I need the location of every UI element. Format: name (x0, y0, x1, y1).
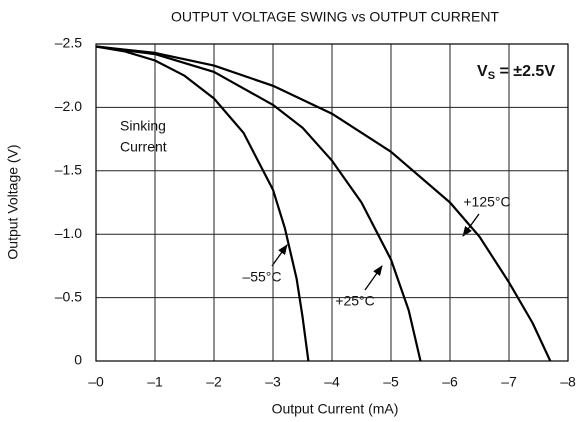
supply-label: VS = ±2.5V (477, 63, 555, 82)
y-tick-label: –2.0 (55, 98, 82, 114)
series-label: –55°C (242, 269, 281, 285)
x-axis-label: Output Current (mA) (272, 401, 399, 417)
x-tick-label: –3 (265, 374, 281, 390)
x-tick-label: –6 (442, 374, 458, 390)
annotation: Sinking (120, 118, 166, 134)
annotation: Current (120, 139, 167, 155)
plot-frame (95, 43, 569, 362)
y-tick-label: –1.0 (55, 225, 82, 241)
y-tick-label: –0.5 (55, 288, 82, 304)
x-tick-label: –1 (147, 374, 163, 390)
chart-title: OUTPUT VOLTAGE SWING vs OUTPUT CURRENT (171, 9, 499, 25)
x-tick-label: –4 (324, 374, 340, 390)
x-tick-label: –5 (383, 374, 399, 390)
y-axis-label: Output Voltage (V) (5, 144, 21, 259)
arrow (364, 265, 383, 291)
y-tick-label: 0 (74, 352, 82, 368)
x-tick-label: –2 (206, 374, 222, 390)
y-tick-label: –2.5 (55, 35, 82, 51)
y-tick-label: –1.5 (55, 162, 82, 178)
line-series (95, 45, 310, 362)
series-label: +25°C (335, 293, 374, 309)
x-tick-label: –7 (501, 374, 517, 390)
x-tick-label: –8 (560, 374, 576, 390)
series-label: +125°C (463, 194, 510, 210)
line-series (95, 45, 552, 362)
arrow (462, 213, 480, 237)
arrow (271, 244, 288, 267)
line-series (95, 45, 422, 362)
x-tick-label: –0 (88, 374, 104, 390)
